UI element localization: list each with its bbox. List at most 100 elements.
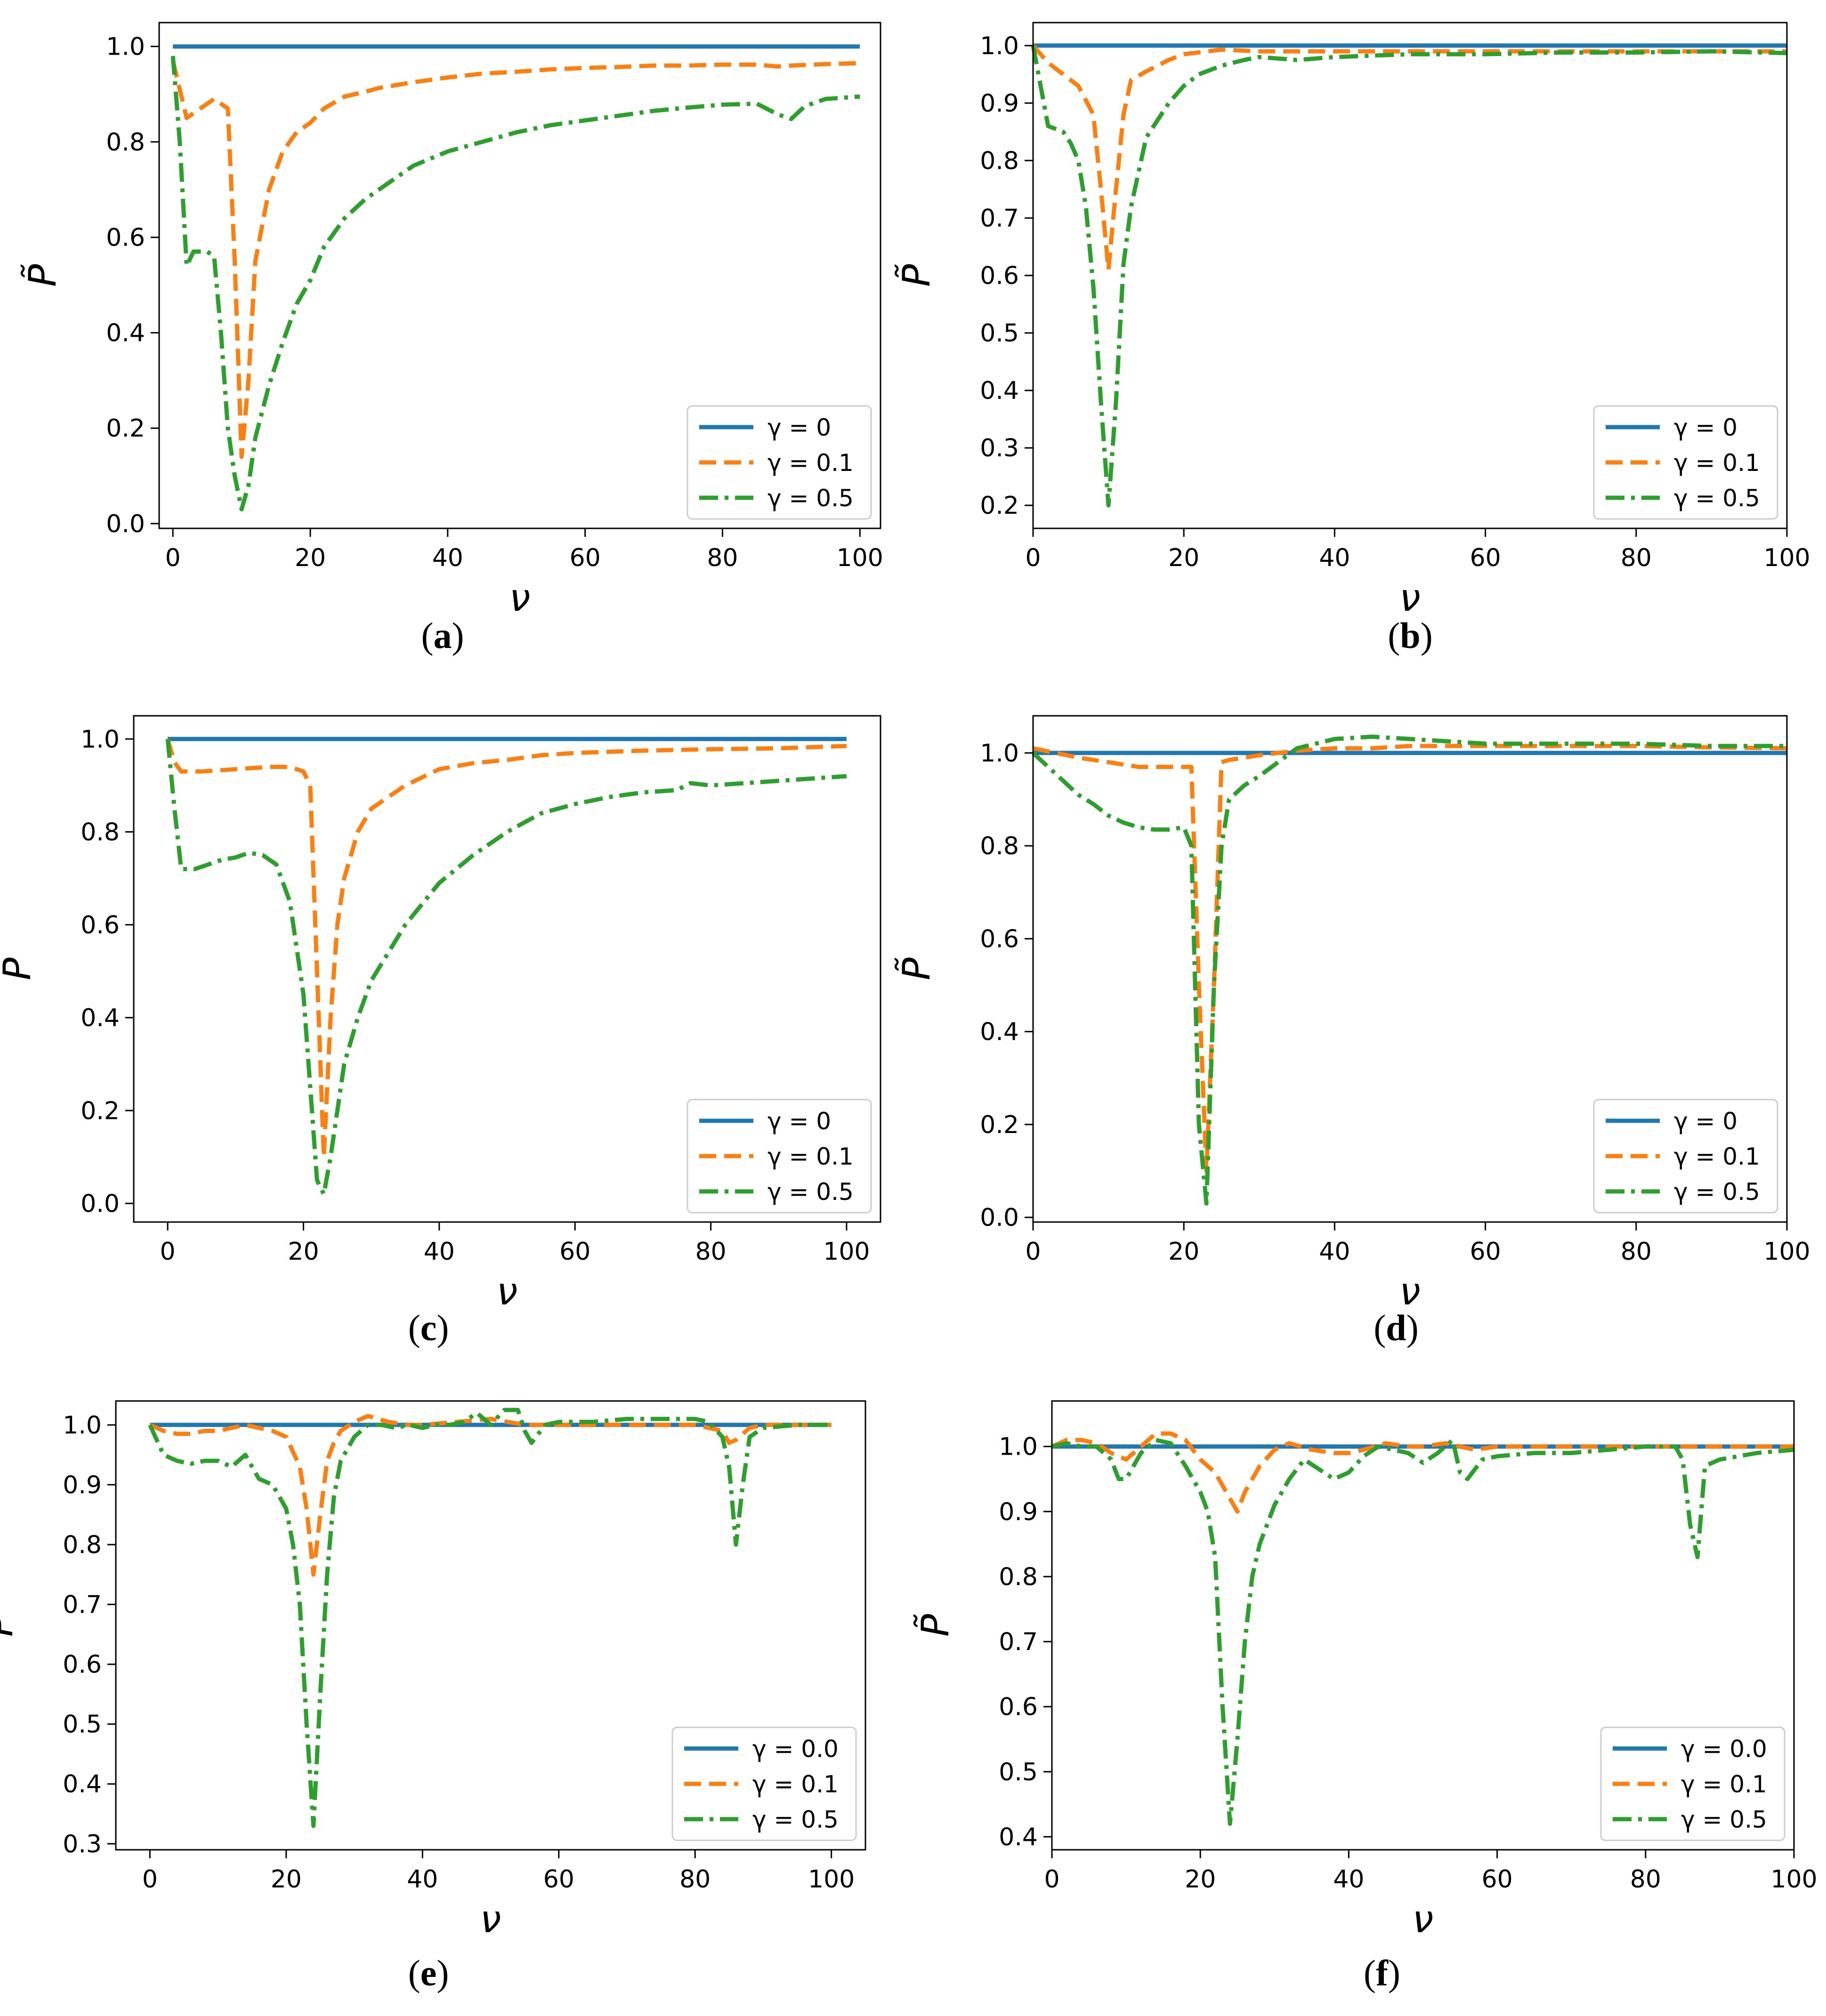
- panel-caption-d: (d): [1374, 1307, 1419, 1348]
- x-tick-label-d-2: 40: [1319, 1238, 1350, 1266]
- x-axis-label-e: ν: [480, 1897, 501, 1941]
- y-tick-label-d-2: 0.4: [980, 1018, 1019, 1046]
- legend-d: γ = 0 γ = 0.1 γ = 0.5: [1593, 1099, 1778, 1214]
- y-axis-label-e: P̃: [0, 1614, 21, 1637]
- y-tick-label-a-2: 0.4: [106, 319, 145, 348]
- legend-label-e-0: γ = 0.0: [752, 1735, 839, 1763]
- y-axis-label-b: P̃: [894, 264, 938, 287]
- series-line-a-2: [170, 56, 860, 511]
- x-tick-label-e-1: 20: [271, 1865, 302, 1894]
- y-axis-label-c: P̃: [0, 957, 39, 980]
- x-tick-label-a-5: 100: [837, 544, 883, 572]
- series-line-d-2: [1031, 734, 1787, 1206]
- x-tick-label-b-3: 60: [1470, 544, 1501, 572]
- series-line-b-2: [1031, 45, 1787, 508]
- y-tick-label-e-6: 0.9: [63, 1471, 102, 1499]
- x-axis-label-b: ν: [1399, 576, 1421, 620]
- series-line-f-1: [1051, 1431, 1794, 1514]
- y-tick-label-d-1: 0.2: [980, 1111, 1019, 1139]
- y-tick-label-e-3: 0.6: [63, 1651, 102, 1679]
- legend-label-b-0: γ = 0: [1674, 414, 1737, 441]
- legend-label-c-0: γ = 0: [768, 1108, 831, 1135]
- legend-label-a-1: γ = 0.1: [768, 449, 854, 477]
- x-tick-label-d-1: 20: [1168, 1238, 1199, 1266]
- x-tick-label-c-3: 60: [559, 1238, 590, 1266]
- x-tick-label-a-3: 60: [570, 544, 601, 572]
- y-tick-label-e-2: 0.5: [63, 1710, 102, 1739]
- panel-caption-letter-f: f: [1376, 1952, 1388, 1993]
- y-tick-label-a-0: 0.0: [106, 510, 145, 538]
- y-tick-label-b-7: 0.9: [980, 89, 1019, 118]
- legend-a: γ = 0 γ = 0.1 γ = 0.5: [687, 405, 872, 520]
- y-tick-label-c-2: 0.4: [81, 1004, 120, 1032]
- legend-label-c-1: γ = 0.1: [768, 1143, 854, 1170]
- legend-label-c-2: γ = 0.5: [768, 1178, 854, 1206]
- axes-frame-d: [1032, 715, 1788, 1223]
- x-tick-label-b-1: 20: [1168, 544, 1199, 572]
- x-tick-label-b-4: 80: [1621, 544, 1652, 572]
- axes-frame-a: [158, 22, 881, 529]
- legend-label-a-2: γ = 0.5: [768, 485, 854, 512]
- y-tick-label-a-3: 0.6: [106, 224, 145, 252]
- series-line-a-1: [170, 60, 860, 459]
- legend-label-d-2: γ = 0.5: [1674, 1178, 1760, 1206]
- panel-caption-letter-a: a: [433, 615, 452, 656]
- y-tick-label-e-1: 0.4: [63, 1770, 102, 1798]
- y-tick-label-b-0: 0.2: [980, 492, 1019, 520]
- x-tick-label-e-0: 0: [142, 1865, 158, 1894]
- legend-box-e: [671, 1726, 857, 1841]
- y-tick-label-f-1: 0.5: [999, 1758, 1038, 1786]
- legend-c: γ = 0 γ = 0.1 γ = 0.5: [687, 1099, 872, 1214]
- panel-caption-e: (e): [408, 1952, 449, 1993]
- y-tick-label-e-0: 0.3: [63, 1830, 102, 1858]
- y-tick-label-b-1: 0.3: [980, 434, 1019, 462]
- legend-label-e-1: γ = 0.1: [752, 1771, 839, 1798]
- y-tick-label-b-5: 0.7: [980, 204, 1019, 233]
- x-tick-label-f-4: 80: [1630, 1865, 1661, 1894]
- x-tick-label-a-1: 20: [295, 544, 326, 572]
- x-axis-label-c: ν: [497, 1270, 518, 1313]
- x-tick-label-e-5: 100: [808, 1865, 855, 1894]
- x-tick-label-c-5: 100: [823, 1238, 870, 1266]
- y-tick-label-f-0: 0.4: [999, 1823, 1038, 1851]
- x-tick-label-f-5: 100: [1770, 1865, 1817, 1894]
- x-tick-label-a-4: 80: [707, 544, 738, 572]
- y-tick-label-f-6: 1.0: [999, 1433, 1038, 1461]
- x-tick-label-d-5: 100: [1763, 1238, 1810, 1266]
- chart-panel-f: 0 20 40 60 80 100 0.4 0.5 0.6 0.7 0.8 0.9 1.0 ν P̃ γ = …: [913, 1400, 1818, 1941]
- series-line-c-2: [165, 738, 847, 1197]
- x-tick-label-e-4: 80: [679, 1865, 711, 1894]
- y-tick-label-c-5: 1.0: [81, 725, 120, 753]
- legend-box-f: [1600, 1726, 1786, 1841]
- y-tick-label-c-4: 0.8: [81, 818, 120, 847]
- panel-caption-f: (f): [1364, 1952, 1400, 1993]
- panel-caption-letter-b: b: [1400, 615, 1421, 656]
- y-tick-label-a-4: 0.8: [106, 128, 145, 156]
- x-tick-label-f-2: 40: [1333, 1865, 1364, 1894]
- y-tick-label-c-0: 0.0: [81, 1190, 120, 1218]
- y-tick-label-b-4: 0.6: [980, 262, 1019, 290]
- x-axis-label-f: ν: [1413, 1897, 1434, 1941]
- y-axis-label-a: P̃: [20, 264, 65, 287]
- series-line-b-1: [1031, 44, 1787, 272]
- y-tick-label-d-3: 0.6: [980, 925, 1019, 953]
- x-tick-label-e-3: 60: [543, 1865, 574, 1894]
- y-tick-label-e-4: 0.7: [63, 1591, 102, 1619]
- y-tick-label-f-3: 0.7: [999, 1628, 1038, 1656]
- x-tick-label-e-2: 40: [407, 1865, 438, 1894]
- axes-frame-f: [1051, 1400, 1795, 1851]
- axes-frame-c: [133, 715, 881, 1223]
- legend-e: γ = 0.0 γ = 0.1 γ = 0.5: [671, 1726, 857, 1841]
- y-tick-label-b-2: 0.4: [980, 377, 1019, 405]
- y-tick-label-f-2: 0.6: [999, 1693, 1038, 1721]
- legend-label-f-0: γ = 0.0: [1681, 1735, 1767, 1763]
- y-tick-label-c-3: 0.6: [81, 911, 120, 939]
- legend-box-c: [687, 1099, 872, 1214]
- series-line-e-2: [148, 1408, 832, 1828]
- legend-label-f-2: γ = 0.5: [1681, 1806, 1767, 1833]
- y-tick-label-d-4: 0.8: [980, 832, 1019, 860]
- legend-label-e-2: γ = 0.5: [752, 1806, 839, 1833]
- legend-b: γ = 0 γ = 0.1 γ = 0.5: [1593, 405, 1778, 520]
